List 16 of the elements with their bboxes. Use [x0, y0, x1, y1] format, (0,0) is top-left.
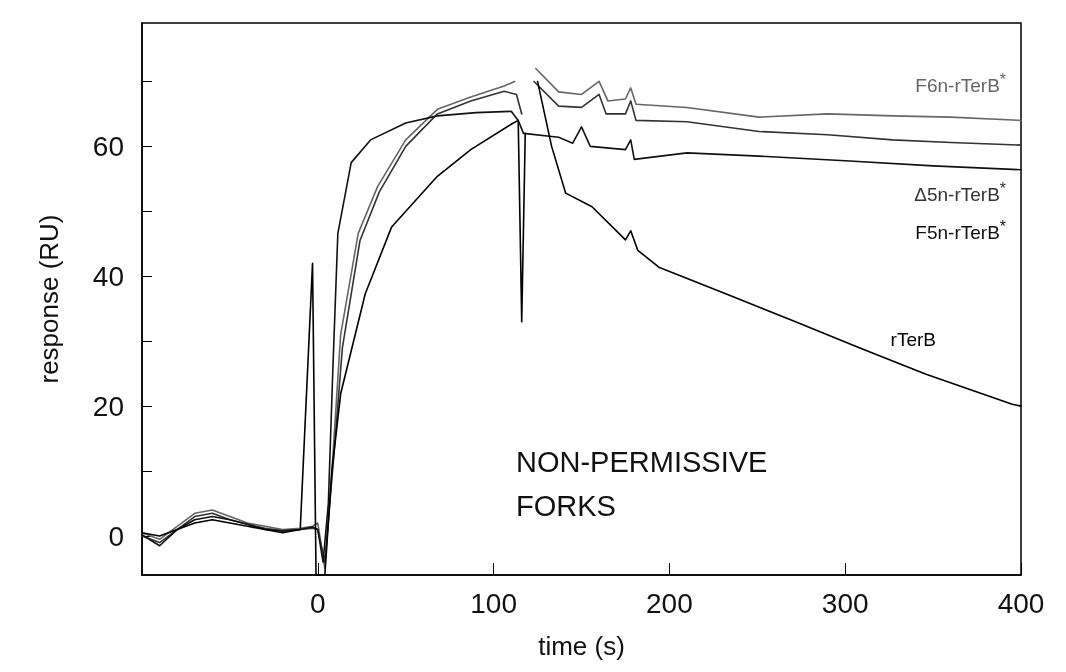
y-tick-label: 60 [92, 130, 124, 162]
x-tick-label: 200 [646, 587, 693, 619]
x-tick-label: 100 [470, 587, 517, 619]
x-tick-label: 400 [997, 587, 1045, 619]
x-axis-title: time (s) [538, 631, 625, 661]
y-tick-label: 0 [108, 520, 124, 552]
series-label: Δ5n-rTerB$^{*}$ [914, 179, 1006, 208]
y-tick-label: 40 [92, 260, 124, 292]
y-axis-title: response (RU) [34, 214, 64, 384]
x-tick-label: 0 [310, 587, 326, 619]
y-tick-label: 20 [92, 390, 124, 422]
series-label: F6n-rTerB$^{*}$ [915, 70, 1006, 99]
x-tick-label: 300 [821, 587, 869, 619]
annotation: NON-PERMISSIVE FORKS [516, 446, 776, 522]
text: F5n-rTerB$^{*}$ [915, 216, 1006, 246]
series-label: rTerB [890, 328, 936, 353]
